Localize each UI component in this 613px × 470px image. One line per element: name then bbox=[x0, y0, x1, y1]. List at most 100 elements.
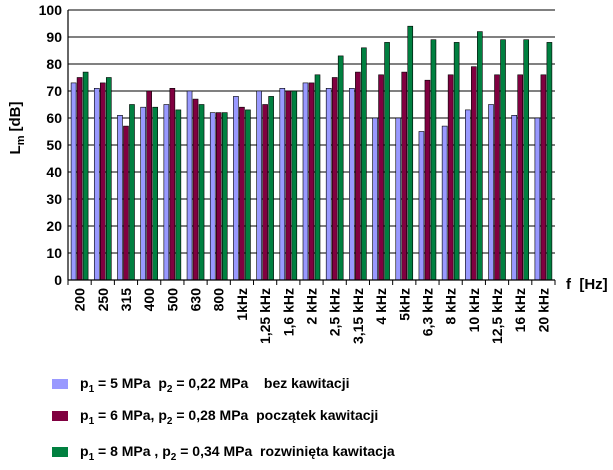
bar-series-3 bbox=[105, 77, 112, 281]
bar-series-2 bbox=[331, 77, 338, 281]
legend-1-desc: bez kawitacji bbox=[263, 375, 350, 391]
svg-text:Lm[dB]: Lm [dB] bbox=[7, 102, 27, 155]
bar-series-1 bbox=[140, 106, 146, 281]
y-tick-label: 10 bbox=[46, 245, 62, 261]
legend-2-desc: początek kawitacji bbox=[256, 407, 379, 423]
bar-series-2 bbox=[378, 74, 384, 281]
bar-series-2 bbox=[285, 90, 292, 281]
bar-series-1 bbox=[349, 88, 355, 281]
bar-series-2 bbox=[262, 104, 268, 281]
x-tick-label: 6,3 kHz bbox=[419, 288, 435, 336]
bar-series-2 bbox=[169, 88, 176, 281]
bars bbox=[70, 25, 553, 281]
bar-series-1 bbox=[465, 109, 471, 281]
bar-series-2 bbox=[192, 98, 199, 281]
x-tick-label: 12,5 kHz bbox=[489, 288, 505, 344]
y-axis-label-sub: m bbox=[15, 135, 27, 145]
y-tick-labels: 0 10 20 30 40 50 60 70 80 90 100 bbox=[39, 2, 63, 288]
y-tick-label: 70 bbox=[46, 83, 62, 99]
bar-series-1 bbox=[163, 104, 170, 281]
bar-series-1 bbox=[441, 125, 448, 281]
bar-series-1 bbox=[117, 115, 123, 281]
x-tick-label: 500 bbox=[164, 288, 180, 312]
y-tick-label: 100 bbox=[39, 2, 63, 18]
y-tick-label: 90 bbox=[46, 29, 62, 45]
legend-2-p2: = 0,28 MPa bbox=[176, 407, 249, 423]
bar-series-2 bbox=[471, 66, 477, 281]
bar-series-3 bbox=[314, 74, 321, 281]
x-tick-label: 1,25 kHz bbox=[257, 288, 273, 344]
bar-series-3 bbox=[361, 47, 367, 281]
bar-series-1 bbox=[93, 88, 100, 281]
bar-series-1 bbox=[70, 82, 77, 281]
bar-series-3 bbox=[129, 104, 135, 281]
bar-series-2 bbox=[123, 125, 129, 281]
bar-series-1 bbox=[372, 117, 378, 281]
bar-series-1 bbox=[534, 117, 541, 281]
y-axis-label-unit: [dB] bbox=[7, 102, 24, 132]
y-tick-label: 80 bbox=[46, 56, 62, 72]
bar-series-2 bbox=[146, 90, 152, 281]
legend-swatch-1 bbox=[52, 379, 68, 390]
legend-swatch-2 bbox=[52, 411, 68, 422]
x-tick-label: 250 bbox=[95, 288, 111, 312]
x-tick-label: 630 bbox=[188, 288, 204, 312]
x-tick-label: 1,6 kHz bbox=[280, 288, 296, 336]
axes bbox=[67, 10, 556, 285]
bar-series-3 bbox=[523, 39, 530, 281]
bar-series-2 bbox=[517, 74, 524, 281]
bar-series-3 bbox=[500, 39, 506, 281]
bar-series-1 bbox=[186, 90, 193, 281]
y-tick-label: 60 bbox=[46, 110, 62, 126]
bar-series-1 bbox=[395, 117, 402, 281]
x-tick-label: 3,15 kHz bbox=[350, 288, 366, 344]
y-axis-label: Lm [dB] bbox=[7, 102, 27, 155]
legend-1-p1: = 5 MPa bbox=[98, 375, 151, 391]
y-tick-label: 0 bbox=[54, 272, 62, 288]
bar-series-1 bbox=[511, 115, 518, 281]
legend-2-p1: = 6 MPa, bbox=[98, 407, 155, 423]
bar-series-2 bbox=[99, 82, 106, 281]
bar-series-2 bbox=[76, 77, 83, 281]
bar-series-2 bbox=[215, 112, 222, 281]
bar-series-2 bbox=[401, 71, 408, 281]
bar-series-1 bbox=[325, 88, 332, 281]
bar-series-1 bbox=[279, 88, 286, 281]
y-tick-label: 50 bbox=[46, 137, 62, 153]
bar-series-2 bbox=[540, 74, 547, 281]
x-tick-label: 5kHz bbox=[396, 288, 412, 321]
x-tick-label: 200 bbox=[72, 288, 88, 312]
x-tick-label: 315 bbox=[118, 288, 134, 312]
x-tick-labels: 200 250 315 400 500 630 800 1kHz 1,25 kHz 1,6 kHz… bbox=[72, 288, 552, 344]
bar-series-3 bbox=[337, 55, 344, 281]
bar-series-3 bbox=[546, 42, 553, 281]
legend-1-p2: = 0,22 MPa bbox=[176, 375, 249, 391]
legend-entry-2: p1 = 6 MPa, p2 = 0,28 MPa początek kawit… bbox=[52, 407, 378, 427]
bar-series-3 bbox=[245, 109, 251, 281]
x-tick-label: 4 kHz bbox=[373, 288, 389, 325]
bar-series-3 bbox=[291, 90, 298, 281]
x-tick-label: 400 bbox=[141, 288, 157, 312]
bar-series-2 bbox=[355, 71, 361, 281]
bar-series-3 bbox=[221, 112, 228, 281]
legend-swatch-3 bbox=[52, 447, 68, 458]
y-tick-label: 30 bbox=[46, 191, 62, 207]
x-axis-label: f [Hz] bbox=[566, 276, 608, 293]
x-tick-label: 2 kHz bbox=[304, 288, 320, 325]
bar-series-1 bbox=[209, 112, 216, 281]
x-tick-label: 2,5 kHz bbox=[327, 288, 343, 336]
bar-series-3 bbox=[175, 109, 182, 281]
bar-series-3 bbox=[198, 104, 205, 281]
bar-series-3 bbox=[430, 39, 437, 281]
bar-series-3 bbox=[152, 106, 158, 281]
bar-series-2 bbox=[494, 74, 500, 281]
bar-series-1 bbox=[256, 90, 262, 281]
bar-series-2 bbox=[447, 74, 454, 281]
y-tick-label: 20 bbox=[46, 218, 62, 234]
legend-3-desc: rozwinięta kawitacja bbox=[260, 443, 395, 459]
legend-3-p2: = 0,34 MPa bbox=[180, 443, 253, 459]
bar-series-3 bbox=[453, 42, 460, 281]
bar-series-1 bbox=[302, 82, 309, 281]
x-tick-label: 16 kHz bbox=[512, 288, 528, 332]
bar-series-3 bbox=[82, 71, 89, 281]
